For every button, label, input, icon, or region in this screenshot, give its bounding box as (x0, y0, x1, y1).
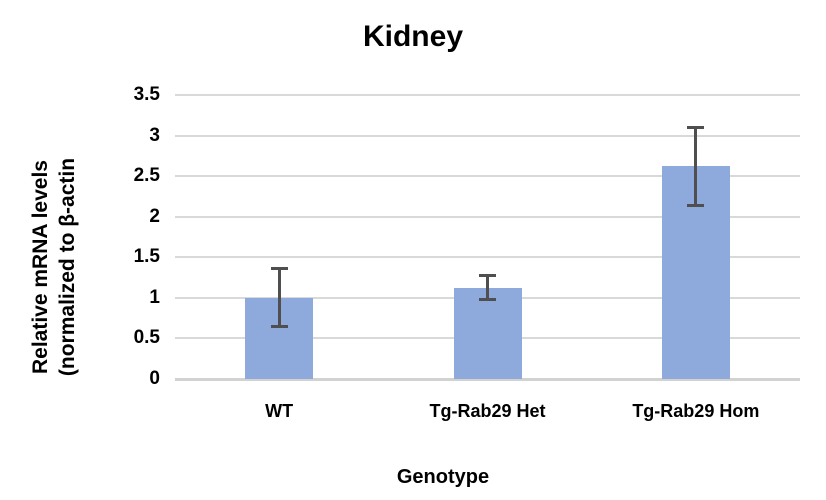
chart-title: Kidney (362, 20, 464, 53)
error-bar-cap-top (479, 274, 496, 278)
y-tick-label: 1.5 (133, 246, 160, 268)
y-tick-label: 0.5 (133, 327, 160, 349)
error-bar-cap-top (687, 126, 705, 130)
gridline (175, 175, 800, 178)
y-tick-label: 0 (149, 368, 160, 389)
error-bar-line (694, 127, 698, 207)
gridline (175, 94, 800, 96)
error-bar-cap-bottom (270, 325, 288, 329)
x-category-label: Tg-Rab29 Hom (632, 401, 760, 421)
error-bar-line (486, 275, 489, 301)
x-category-label: WT (265, 401, 294, 421)
gridline (175, 134, 800, 137)
y-tick-label: 2.5 (133, 165, 160, 187)
y-tick-label: 3 (149, 124, 160, 146)
y-tick-label: 2 (149, 205, 160, 227)
gridline (175, 256, 800, 259)
x-axis-line (175, 378, 800, 381)
y-tick-label: 1 (149, 286, 160, 308)
error-bar-cap-bottom (479, 298, 496, 302)
gridline (175, 215, 800, 218)
x-axis-title: Genotype (396, 466, 490, 488)
x-category-label: Tg-Rab29 Het (429, 401, 546, 421)
y-tick-label: 3.5 (133, 84, 160, 105)
error-bar-cap-bottom (687, 204, 705, 208)
error-bar-line (277, 267, 281, 328)
bar-tg-rab29-het (453, 288, 522, 379)
error-bar-cap-top (270, 266, 288, 270)
